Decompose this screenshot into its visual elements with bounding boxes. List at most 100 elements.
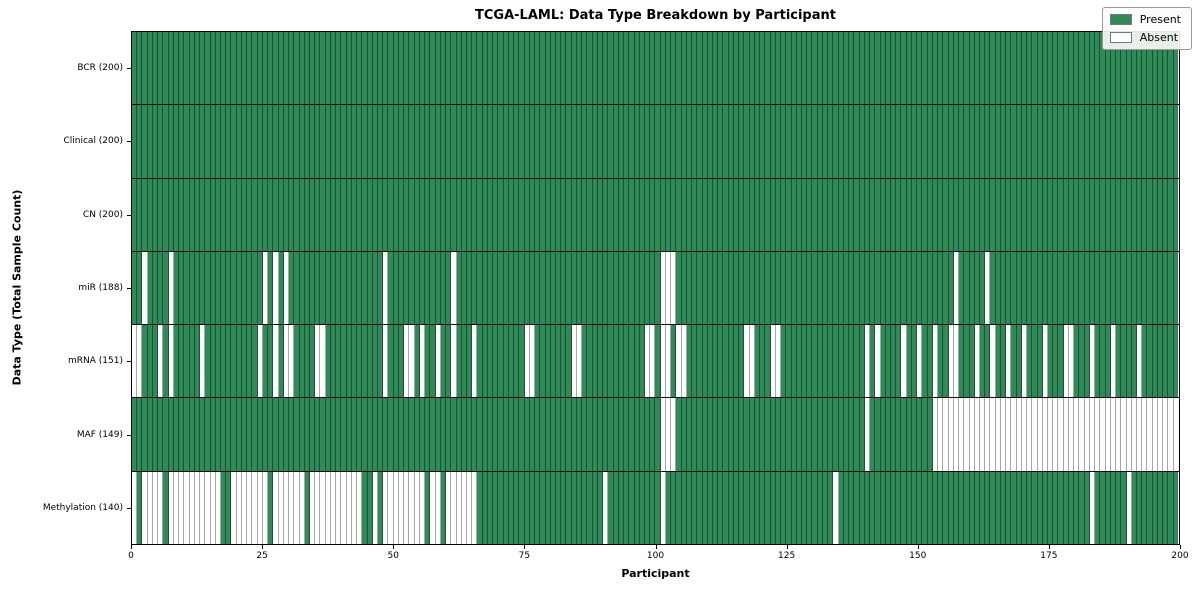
heatmap-cell bbox=[781, 325, 787, 398]
heatmap-cell bbox=[341, 105, 347, 178]
heatmap-cell bbox=[467, 471, 473, 544]
heatmap-cell bbox=[351, 32, 358, 105]
heatmap-cell bbox=[419, 178, 426, 251]
heatmap-cell bbox=[205, 325, 211, 398]
heatmap-cell bbox=[1147, 471, 1153, 544]
heatmap-cell bbox=[215, 32, 221, 105]
heatmap-cell bbox=[142, 471, 148, 544]
heatmap-cell bbox=[1168, 325, 1174, 398]
heatmap-cell bbox=[634, 105, 640, 178]
heatmap-cell bbox=[1152, 398, 1158, 471]
heatmap-cell bbox=[859, 105, 865, 178]
heatmap-cell bbox=[367, 105, 373, 178]
heatmap-cell bbox=[231, 398, 237, 471]
heatmap-cell bbox=[974, 178, 980, 251]
heatmap-row-mRNA bbox=[132, 325, 1179, 399]
heatmap-cell bbox=[932, 178, 939, 251]
heatmap-cell bbox=[545, 32, 551, 105]
heatmap-cell bbox=[472, 251, 478, 325]
heatmap-cell bbox=[430, 251, 436, 325]
heatmap-cell bbox=[1016, 471, 1022, 544]
heatmap-cell bbox=[514, 32, 520, 105]
heatmap-cell bbox=[430, 471, 436, 544]
heatmap-cell bbox=[414, 471, 420, 544]
x-tick-label: 50 bbox=[387, 551, 399, 561]
heatmap-cell bbox=[911, 251, 918, 325]
heatmap-cell bbox=[351, 105, 358, 178]
heatmap-cell bbox=[1058, 105, 1064, 178]
heatmap-cell bbox=[1027, 32, 1033, 105]
heatmap-cell bbox=[446, 32, 452, 105]
heatmap-cell bbox=[152, 325, 159, 398]
heatmap-cell bbox=[435, 32, 441, 105]
heatmap-cell bbox=[550, 471, 556, 544]
heatmap-cell bbox=[545, 178, 551, 251]
heatmap-cell bbox=[864, 471, 871, 544]
heatmap-cell bbox=[922, 325, 928, 398]
heatmap-cell bbox=[550, 251, 556, 325]
heatmap-cell bbox=[1173, 178, 1178, 251]
heatmap-cell bbox=[1105, 398, 1111, 471]
heatmap-cell bbox=[770, 251, 776, 325]
heatmap-cell bbox=[226, 398, 232, 471]
heatmap-cell bbox=[650, 32, 656, 105]
heatmap-cell bbox=[906, 105, 912, 178]
heatmap-cell bbox=[796, 471, 802, 544]
heatmap-cell bbox=[393, 471, 399, 544]
heatmap-cell bbox=[472, 471, 478, 544]
heatmap-cell bbox=[849, 178, 855, 251]
heatmap-cell bbox=[508, 471, 515, 544]
heatmap-cell bbox=[985, 325, 991, 398]
heatmap-cell bbox=[132, 178, 138, 251]
heatmap-cell bbox=[885, 471, 891, 544]
heatmap-cell bbox=[582, 105, 588, 178]
heatmap-cell bbox=[749, 105, 755, 178]
heatmap-cell bbox=[660, 32, 666, 105]
heatmap-cell bbox=[597, 325, 604, 398]
heatmap-cell bbox=[210, 325, 216, 398]
heatmap-cell bbox=[325, 325, 331, 398]
heatmap-cell bbox=[576, 178, 583, 251]
heatmap-cell bbox=[1089, 251, 1096, 325]
heatmap-row-MAF bbox=[132, 398, 1179, 472]
heatmap-cell bbox=[189, 105, 195, 178]
heatmap-cell bbox=[142, 32, 148, 105]
heatmap-cell bbox=[974, 471, 980, 544]
heatmap-cell bbox=[1089, 325, 1096, 398]
heatmap-cell bbox=[1011, 251, 1017, 325]
heatmap-cell bbox=[320, 471, 326, 544]
heatmap-cell bbox=[917, 178, 923, 251]
heatmap-cell bbox=[1089, 471, 1096, 544]
heatmap-cell bbox=[220, 471, 227, 544]
heatmap-cell bbox=[535, 251, 541, 325]
heatmap-cell bbox=[1126, 398, 1132, 471]
heatmap-cell bbox=[786, 471, 792, 544]
heatmap-cell bbox=[655, 471, 661, 544]
heatmap-cell bbox=[430, 32, 436, 105]
heatmap-cell bbox=[890, 251, 897, 325]
heatmap-cell bbox=[1068, 251, 1075, 325]
heatmap-cell bbox=[503, 325, 509, 398]
heatmap-cell bbox=[802, 178, 808, 251]
heatmap-cell bbox=[1079, 32, 1085, 105]
heatmap-cell bbox=[1068, 32, 1075, 105]
heatmap-cell bbox=[765, 178, 771, 251]
heatmap-cell bbox=[467, 325, 473, 398]
heatmap-cell bbox=[357, 471, 363, 544]
heatmap-cell bbox=[1042, 471, 1049, 544]
heatmap-cell bbox=[472, 32, 478, 105]
heatmap-cell bbox=[315, 325, 321, 398]
heatmap-cell bbox=[1011, 105, 1017, 178]
heatmap-cell bbox=[1079, 398, 1085, 471]
heatmap-cell bbox=[231, 32, 237, 105]
heatmap-cell bbox=[775, 398, 782, 471]
heatmap-cell bbox=[215, 398, 221, 471]
heatmap-cell bbox=[231, 471, 237, 544]
heatmap-cell bbox=[974, 105, 980, 178]
heatmap-cell bbox=[330, 471, 337, 544]
heatmap-cell bbox=[1147, 178, 1153, 251]
heatmap-cell bbox=[419, 251, 426, 325]
heatmap-cell bbox=[220, 325, 227, 398]
heatmap-cell bbox=[514, 178, 520, 251]
heatmap-cell bbox=[1126, 178, 1132, 251]
